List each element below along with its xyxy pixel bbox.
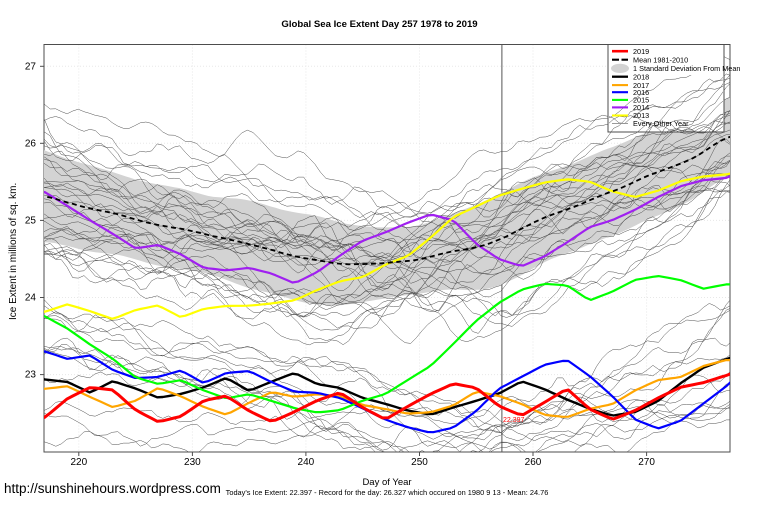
svg-text:Every Other Year: Every Other Year [633,119,689,128]
svg-text:22.397: 22.397 [503,417,525,424]
svg-text:220: 220 [70,457,87,468]
svg-text:230: 230 [184,457,201,468]
svg-text:260: 260 [525,457,542,468]
svg-text:27: 27 [25,61,37,72]
svg-text:26: 26 [25,138,37,149]
svg-text:Mean 1981-2010: Mean 1981-2010 [633,55,688,64]
svg-text:250: 250 [411,457,428,468]
svg-text:270: 270 [638,457,655,468]
svg-text:240: 240 [298,457,315,468]
svg-text:25: 25 [25,215,37,226]
svg-text:23: 23 [25,370,37,381]
svg-text:24: 24 [25,293,37,304]
